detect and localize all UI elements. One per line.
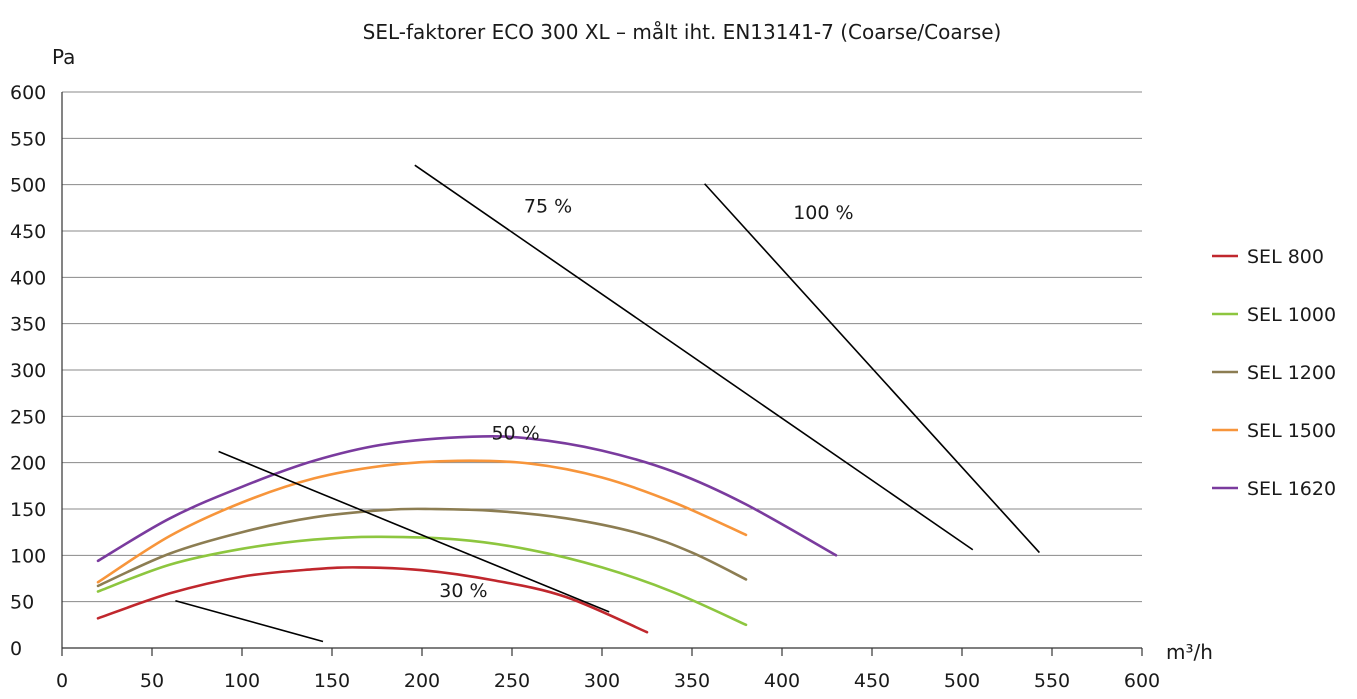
legend-label-sel-1200: SEL 1200 (1247, 362, 1336, 384)
y-tick-label: 0 (10, 638, 22, 660)
series-line-sel-1500 (96, 459, 748, 584)
x-tick-label: 100 (224, 670, 260, 692)
efficiency-label-30pct: 30 % (439, 580, 487, 602)
series-line-sel-1620 (96, 434, 838, 563)
series-line-sel-1000 (96, 535, 748, 627)
x-tick-label: 250 (494, 670, 530, 692)
y-tick-label: 450 (10, 221, 46, 243)
y-tick-label: 50 (10, 592, 34, 614)
x-tick-label: 350 (674, 670, 710, 692)
x-tick-label: 50 (140, 670, 164, 692)
efficiency-line-75pct (414, 164, 974, 551)
y-tick-label: 600 (10, 82, 46, 104)
tick-labels: 0 50 100 150 200 250 300 350 400 450 500 550 600 0 50 1… (10, 82, 1160, 692)
efficiency-label-50pct: 50 % (491, 423, 539, 445)
x-tick-label: 0 (56, 670, 68, 692)
efficiency-line-100pct (704, 183, 1040, 554)
legend-label-sel-1000: SEL 1000 (1247, 304, 1336, 326)
y-tick-label: 350 (10, 314, 46, 336)
x-tick-label: 500 (944, 670, 980, 692)
x-tick-label: 300 (584, 670, 620, 692)
y-tick-label: 250 (10, 406, 46, 428)
x-tick-label: 400 (764, 670, 800, 692)
efficiency-line-30pct (175, 599, 324, 643)
efficiency-line-50pct (218, 450, 610, 613)
x-tick-label: 450 (854, 670, 890, 692)
y-tick-label: 100 (10, 545, 46, 567)
series-lines (96, 434, 838, 634)
y-tick-label: 300 (10, 360, 46, 382)
y-tick-label: 150 (10, 499, 46, 521)
efficiency-lines: 30 % 50 % 75 % 100 % (175, 164, 1040, 643)
x-tick-label: 200 (404, 670, 440, 692)
x-tick-label: 550 (1034, 670, 1070, 692)
y-tick-label: 500 (10, 175, 46, 197)
x-axis-unit-label: m³/h (1166, 640, 1213, 664)
x-tick-label: 150 (314, 670, 350, 692)
x-tick-label: 600 (1124, 670, 1160, 692)
legend-label-sel-800: SEL 800 (1247, 246, 1324, 268)
legend: SEL 800 SEL 1000 SEL 1200 SEL 1500 SEL 1620 (1212, 246, 1336, 500)
y-tick-label: 200 (10, 453, 46, 475)
efficiency-label-100pct: 100 % (793, 202, 853, 224)
y-tick-label: 400 (10, 267, 46, 289)
efficiency-label-75pct: 75 % (524, 195, 572, 217)
chart-title: SEL-faktorer ECO 300 XL – målt iht. EN13… (363, 20, 1002, 44)
series-line-sel-1200 (96, 507, 748, 588)
y-tick-label: 550 (10, 128, 46, 150)
y-axis-unit-label: Pa (52, 45, 75, 69)
legend-label-sel-1500: SEL 1500 (1247, 420, 1336, 442)
grid-lines (62, 91, 1142, 603)
legend-label-sel-1620: SEL 1620 (1247, 478, 1336, 500)
axes (61, 92, 1143, 656)
series-line-sel-800 (96, 566, 649, 634)
